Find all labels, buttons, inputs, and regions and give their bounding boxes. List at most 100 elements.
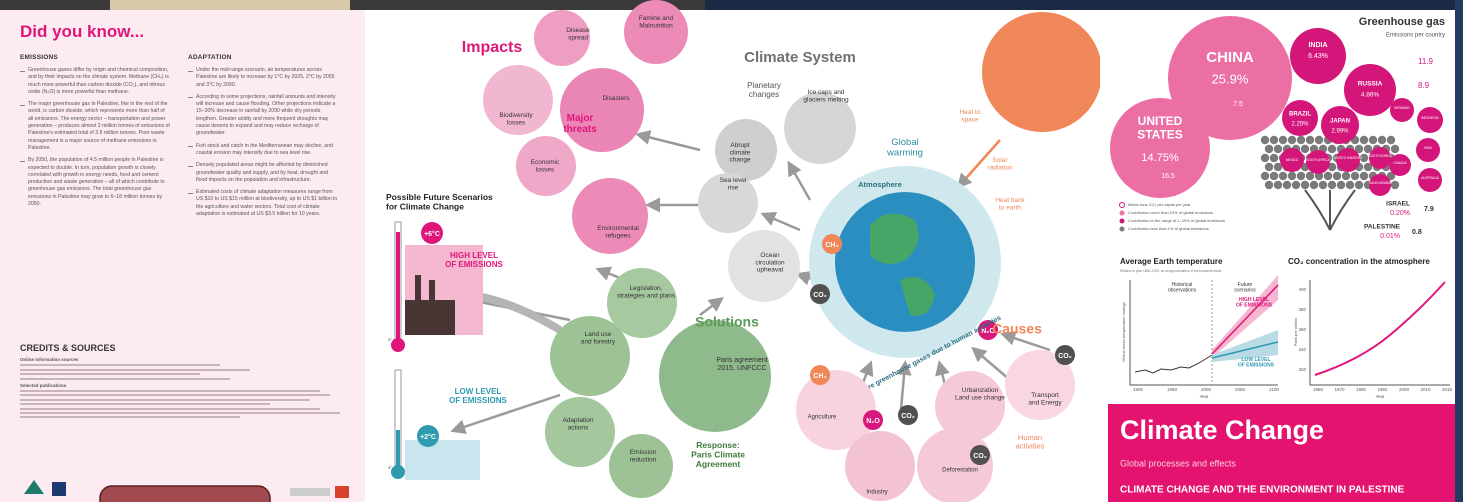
minor-country-bubble <box>1337 181 1345 189</box>
y-axis-title: Global mean temperature change <box>1121 301 1126 361</box>
solution-circle <box>545 397 615 467</box>
temperature-years: 1900 <box>1133 387 1144 392</box>
co2-years: 2010 <box>1420 387 1431 392</box>
small-country-label: SOUTH AFRICA <box>1306 158 1330 162</box>
minor-country-bubble <box>1306 172 1314 180</box>
small-country-bubble <box>1416 138 1440 162</box>
minor-country-bubble <box>1355 181 1363 189</box>
temperature-note: Relative to year 1850–1900, as an approx… <box>1120 269 1222 273</box>
minor-country-bubble <box>1360 136 1368 144</box>
solutions-paris-line: 2015, UNFCCC <box>717 365 766 372</box>
thermometer-bulb <box>391 465 405 479</box>
small-country-label: UNITED KINGDOM <box>1334 156 1362 160</box>
mid-country-bubble <box>1282 100 1318 136</box>
minor-country-bubble <box>1324 172 1332 180</box>
system-ocean-line: upheaval <box>757 266 784 273</box>
minor-country-bubble <box>1315 136 1323 144</box>
system-atmosphere: Atmosphere <box>858 180 902 189</box>
small-country-label: IRAN <box>1424 146 1432 150</box>
system-solar-line: radiation <box>988 164 1013 171</box>
system-planetary: Planetarychanges <box>747 81 781 99</box>
co2-xlabel: Year <box>1375 394 1385 399</box>
impacts-major-threats-line: threats <box>563 124 597 135</box>
small-country-bubble <box>1336 148 1360 172</box>
system-icecaps: Ice caps andglaciers melting <box>803 89 849 103</box>
temperature-high: HIGH LEVELOF EMISSIONS <box>1236 297 1273 309</box>
ghg-subtitle: Emissions per country <box>1386 33 1445 39</box>
japan-name: JAPAN <box>1330 119 1350 125</box>
minor-country-bubble <box>1261 154 1269 162</box>
scenarios-zero: 0° <box>388 337 392 342</box>
solutions-land: Land useand forestry <box>581 331 616 345</box>
poster: ImpactsDiseasespreadFamine andMalnutriti… <box>0 0 1463 502</box>
system-sea-line: rise <box>728 184 739 191</box>
major-country-bubble <box>1110 98 1210 198</box>
russia-share: 4.86% <box>1361 92 1380 99</box>
logo <box>24 480 44 494</box>
overlay-button[interactable] <box>100 486 270 502</box>
scenarios-title-line: Possible Future Scenarios <box>386 192 493 202</box>
impacts-famine-line: Malnutrition <box>639 22 673 29</box>
temperature-xlabel: Year <box>1199 394 1209 399</box>
small-country-label: MEXICO <box>1286 158 1299 162</box>
arrow <box>765 215 800 230</box>
impacts-economic-line: losses <box>536 166 555 173</box>
thermometer-fill <box>396 430 400 470</box>
small-country-bubble <box>1390 98 1414 122</box>
ghg-legend: Contribution in the range of 1–10% of gl… <box>1128 218 1225 223</box>
minor-country-bubble <box>1297 172 1305 180</box>
ghg-legend: Metric tons CO₂ per capita per year <box>1128 202 1191 207</box>
minor-country-bubble <box>1270 172 1278 180</box>
cause-circle <box>917 428 993 502</box>
palestine-name: PALESTINE <box>1364 224 1401 231</box>
impacts-refugees-line: refugees <box>605 232 631 239</box>
impacts-disease-line: spread <box>568 34 588 41</box>
russia-name: RUSSIA <box>1358 81 1383 88</box>
minor-country-bubble <box>1328 181 1336 189</box>
solutions-paris-line: Paris agreement <box>716 357 767 364</box>
scenario-arrow <box>470 295 560 330</box>
legend-swatch <box>1120 219 1125 224</box>
solutions-legislation-line: strategies and plans <box>617 292 676 299</box>
solution-circle <box>609 434 673 498</box>
solutions-legislation-line: Legislation, <box>630 285 663 292</box>
system-sea-line: Sea level <box>720 177 747 184</box>
china-name: CHINA <box>1206 49 1254 66</box>
small-country-label: INDONESIA <box>1421 116 1439 120</box>
minor-country-bubble <box>1279 136 1287 144</box>
system-solar: Solarradiation <box>988 157 1013 171</box>
russia-per-capita: 11.9 <box>1418 57 1434 66</box>
impacts-major-threats-line: Major <box>567 113 594 124</box>
minor-country-bubble <box>1261 172 1269 180</box>
sun <box>982 12 1102 132</box>
solutions-land-line: Land use <box>585 331 612 338</box>
japan-per-capita: 8.9 <box>1418 81 1430 90</box>
system-ch4: CH₄ <box>825 242 838 249</box>
temperature-years: 2100 <box>1269 387 1280 392</box>
palestine-share: 0.01% <box>1380 233 1400 240</box>
minor-country-bubble <box>1270 136 1278 144</box>
impacts-famine: Famine andMalnutrition <box>639 15 674 29</box>
globe <box>835 192 975 332</box>
impact-circle <box>560 68 644 152</box>
small-country-bubble <box>1369 147 1391 169</box>
impacts-refugees-line: Environmental <box>597 225 639 232</box>
logo <box>290 488 330 496</box>
minor-country-bubble <box>1274 181 1282 189</box>
small-country-bubble <box>1369 174 1391 196</box>
co2-yticks: 340 <box>1298 347 1306 352</box>
us-name-line: UNITED <box>1138 114 1183 128</box>
minor-country-bubble <box>1297 136 1305 144</box>
small-country-label: CANADA <box>1393 161 1407 165</box>
co2-years: 1960 <box>1313 387 1324 392</box>
minor-country-bubble <box>1265 163 1273 171</box>
temperature-high-line: OF EMISSIONS <box>1236 303 1273 309</box>
causes-transport: Transportand Energy <box>1028 392 1062 406</box>
scenarios-high-temp: +6°C <box>424 230 440 238</box>
small-country-bubble <box>1418 168 1442 192</box>
causes-ch4: CH₄ <box>813 373 826 380</box>
